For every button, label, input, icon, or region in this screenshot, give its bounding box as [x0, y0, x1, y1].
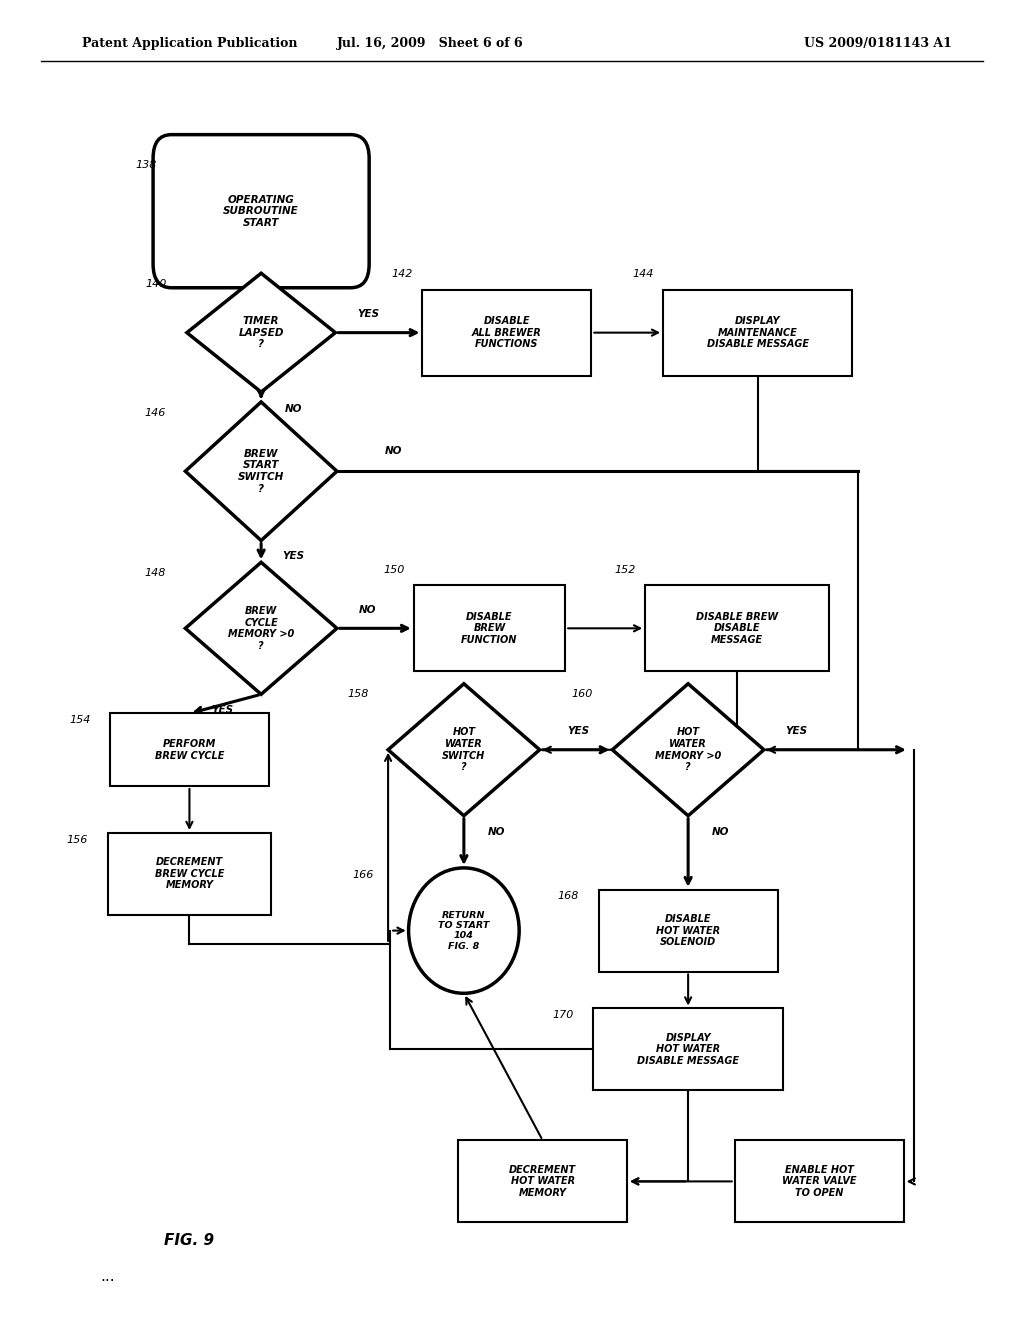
- Text: DISABLE
ALL BREWER
FUNCTIONS: DISABLE ALL BREWER FUNCTIONS: [472, 315, 542, 350]
- Text: 140: 140: [145, 279, 167, 289]
- FancyBboxPatch shape: [645, 586, 829, 671]
- Text: DISPLAY
MAINTENANCE
DISABLE MESSAGE: DISPLAY MAINTENANCE DISABLE MESSAGE: [707, 315, 809, 350]
- Text: RETURN
TO START
104
FIG. 8: RETURN TO START 104 FIG. 8: [438, 911, 489, 950]
- Text: NO: NO: [712, 826, 730, 837]
- Text: 146: 146: [144, 408, 166, 417]
- Text: YES: YES: [785, 726, 808, 737]
- Text: ENABLE HOT
WATER VALVE
TO OPEN: ENABLE HOT WATER VALVE TO OPEN: [782, 1164, 856, 1199]
- FancyBboxPatch shape: [108, 833, 271, 915]
- Text: Jul. 16, 2009   Sheet 6 of 6: Jul. 16, 2009 Sheet 6 of 6: [337, 37, 523, 50]
- Text: YES: YES: [211, 705, 233, 715]
- Text: YES: YES: [567, 726, 590, 737]
- Text: NO: NO: [487, 826, 506, 837]
- Text: 156: 156: [67, 834, 88, 845]
- Text: DISPLAY
HOT WATER
DISABLE MESSAGE: DISPLAY HOT WATER DISABLE MESSAGE: [637, 1032, 739, 1067]
- FancyBboxPatch shape: [735, 1140, 904, 1222]
- FancyBboxPatch shape: [422, 290, 592, 375]
- FancyBboxPatch shape: [664, 290, 852, 375]
- Text: DECREMENT
HOT WATER
MEMORY: DECREMENT HOT WATER MEMORY: [509, 1164, 577, 1199]
- Text: US 2009/0181143 A1: US 2009/0181143 A1: [805, 37, 952, 50]
- Text: PERFORM
BREW CYCLE: PERFORM BREW CYCLE: [155, 739, 224, 760]
- Text: BREW
START
SWITCH
?: BREW START SWITCH ?: [238, 449, 285, 494]
- Text: HOT
WATER
SWITCH
?: HOT WATER SWITCH ?: [442, 727, 485, 772]
- Text: HOT
WATER
MEMORY >0
?: HOT WATER MEMORY >0 ?: [655, 727, 721, 772]
- Text: 148: 148: [144, 568, 166, 578]
- FancyBboxPatch shape: [154, 135, 370, 288]
- Text: 138: 138: [135, 160, 157, 170]
- Text: 152: 152: [614, 565, 636, 574]
- Text: 150: 150: [383, 565, 404, 574]
- Polygon shape: [186, 273, 336, 392]
- Text: NO: NO: [358, 605, 377, 615]
- Text: 166: 166: [352, 870, 374, 879]
- Text: Patent Application Publication: Patent Application Publication: [82, 37, 297, 50]
- Polygon shape: [388, 684, 540, 816]
- FancyBboxPatch shape: [414, 586, 565, 671]
- Text: DISABLE
HOT WATER
SOLENOID: DISABLE HOT WATER SOLENOID: [656, 913, 720, 948]
- Text: 170: 170: [553, 1010, 573, 1020]
- Text: DISABLE BREW
DISABLE
MESSAGE: DISABLE BREW DISABLE MESSAGE: [696, 611, 778, 645]
- Text: DISABLE
BREW
FUNCTION: DISABLE BREW FUNCTION: [461, 611, 518, 645]
- Polygon shape: [612, 684, 764, 816]
- Text: NO: NO: [285, 404, 303, 414]
- Polygon shape: [185, 562, 337, 694]
- Text: 154: 154: [70, 715, 90, 725]
- FancyBboxPatch shape: [594, 1008, 782, 1090]
- Text: BREW
CYCLE
MEMORY >0
?: BREW CYCLE MEMORY >0 ?: [228, 606, 294, 651]
- Polygon shape: [185, 401, 337, 541]
- Text: 168: 168: [557, 891, 579, 902]
- Text: YES: YES: [357, 309, 379, 319]
- Text: 160: 160: [571, 689, 593, 700]
- Text: 144: 144: [632, 269, 653, 279]
- Ellipse shape: [409, 869, 519, 993]
- Text: TIMER
LAPSED
?: TIMER LAPSED ?: [239, 315, 284, 350]
- Text: NO: NO: [384, 446, 402, 457]
- FancyBboxPatch shape: [459, 1140, 627, 1222]
- FancyBboxPatch shape: [111, 713, 268, 787]
- Text: YES: YES: [283, 552, 305, 561]
- Text: ...: ...: [100, 1269, 115, 1284]
- Text: 158: 158: [347, 689, 369, 700]
- Text: 142: 142: [391, 269, 413, 279]
- Text: FIG. 9: FIG. 9: [165, 1233, 214, 1249]
- Text: OPERATING
SUBROUTINE
START: OPERATING SUBROUTINE START: [223, 194, 299, 228]
- Text: DECREMENT
BREW CYCLE
MEMORY: DECREMENT BREW CYCLE MEMORY: [155, 857, 224, 891]
- FancyBboxPatch shape: [598, 890, 778, 972]
